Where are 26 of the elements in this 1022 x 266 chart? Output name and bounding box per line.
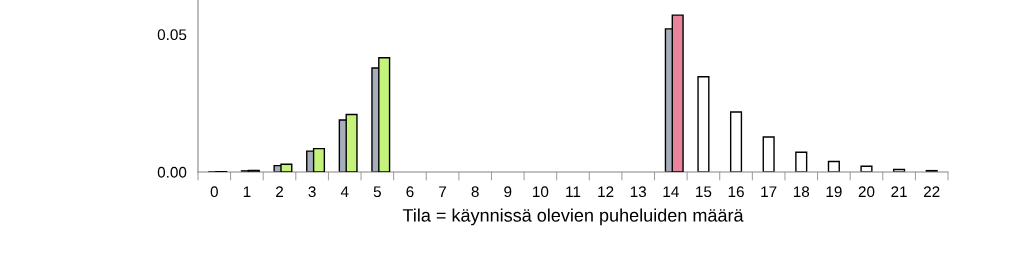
x-tick-label: 4 [340, 186, 349, 197]
x-tick-label: 6 [406, 186, 414, 198]
x-tick-label: 20 [858, 186, 875, 198]
x-tick-label: 9 [504, 186, 512, 198]
x-tick-label: 18 [793, 186, 810, 198]
x-tick-label: 2 [276, 186, 283, 197]
x-axis-title: Tila = käynnissä olevien puheluiden määrä [402, 208, 744, 226]
x-tick-label: 16 [728, 186, 744, 198]
x-tick-label: 12 [598, 186, 614, 197]
x-tick-label: 5 [373, 186, 381, 198]
x-tick-label: 22 [923, 186, 940, 197]
x-tick-label: 19 [826, 186, 842, 198]
y-tick-label: 0.05 [157, 29, 187, 41]
x-tick-label: 17 [761, 186, 777, 197]
x-tick-label: 8 [471, 186, 479, 198]
x-tick-label: 13 [630, 186, 647, 198]
y-tick-label: 0.00 [157, 166, 187, 178]
x-tick-label: 1 [243, 186, 251, 197]
x-tick-label: 0 [210, 186, 218, 198]
x-tick-label: 11 [566, 186, 581, 197]
x-tick-label: 15 [696, 186, 712, 198]
x-tick-label: 3 [308, 186, 316, 198]
x-tick-label: 10 [533, 186, 549, 198]
x-tick-label: 21 [891, 186, 907, 197]
x-tick-label: 7 [439, 186, 447, 197]
x-tick-label: 14 [663, 186, 679, 197]
